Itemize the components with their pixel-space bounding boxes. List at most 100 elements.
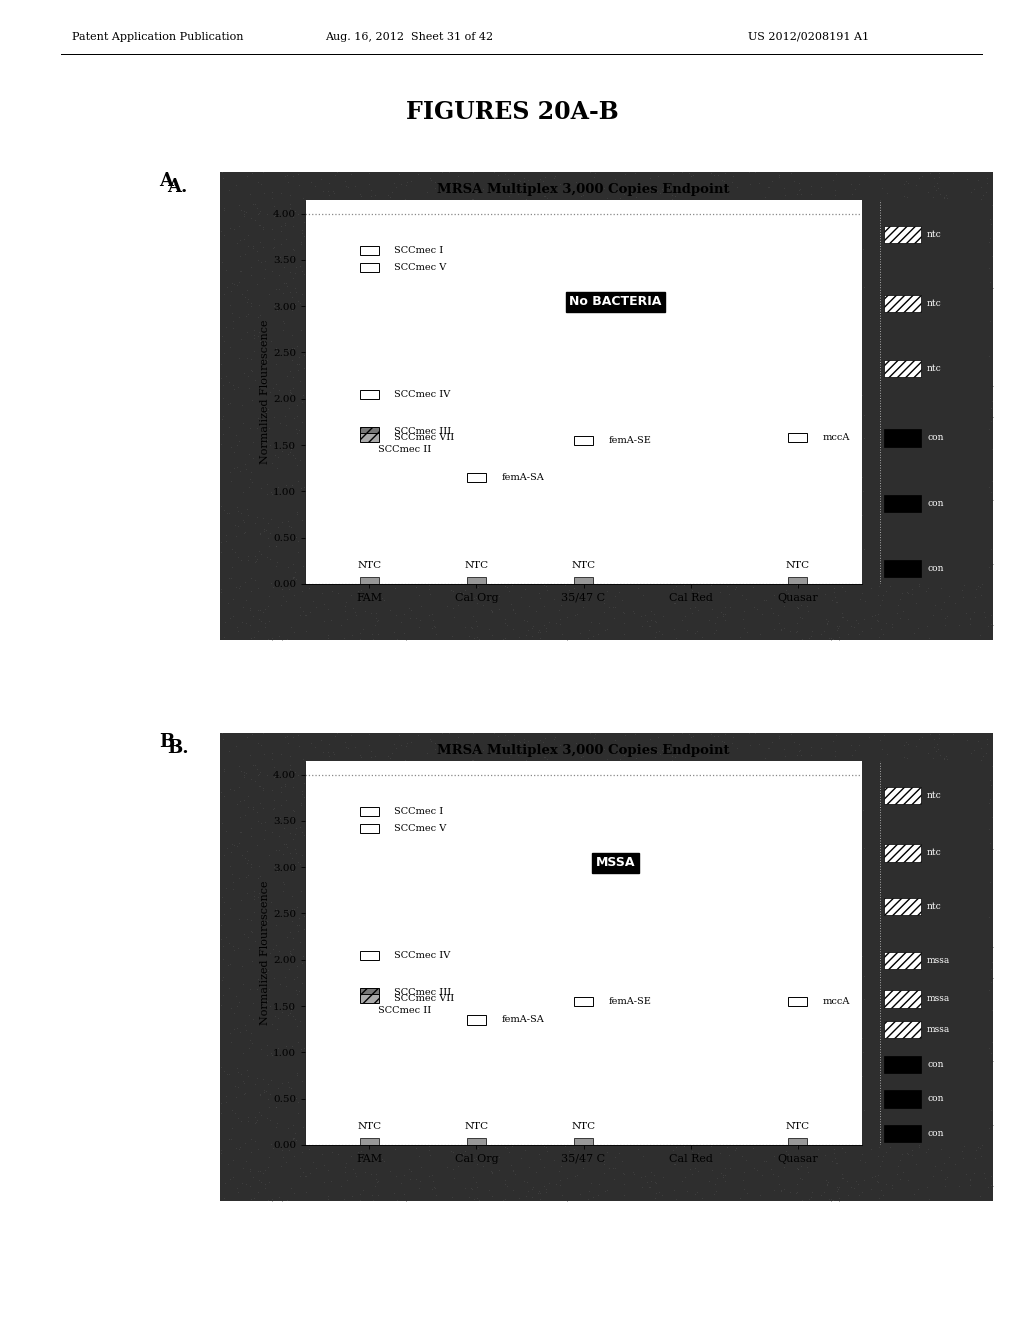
Point <box>596 400 612 421</box>
Point <box>433 861 450 882</box>
Point <box>565 1064 582 1085</box>
Point <box>331 1045 347 1067</box>
Point <box>263 331 280 352</box>
Point <box>909 207 926 228</box>
Point <box>738 1092 755 1113</box>
Point <box>882 228 898 249</box>
Point <box>880 906 896 927</box>
Point <box>251 883 267 904</box>
Point <box>803 824 819 845</box>
Point <box>843 1048 859 1069</box>
Point <box>540 935 556 956</box>
Point <box>923 391 939 412</box>
Point <box>347 380 364 401</box>
Point <box>374 554 390 576</box>
Point <box>355 1104 372 1125</box>
Point <box>830 356 847 378</box>
Point <box>455 552 471 573</box>
Point <box>895 1115 911 1137</box>
Point <box>745 451 762 473</box>
Point <box>964 1118 980 1139</box>
Point <box>939 187 955 209</box>
Point <box>823 411 840 432</box>
Point <box>578 348 594 370</box>
Point <box>753 399 769 420</box>
Point <box>807 199 823 220</box>
Point <box>374 862 390 883</box>
Point <box>828 1023 845 1044</box>
Point <box>501 746 517 767</box>
Point <box>660 986 677 1007</box>
Point <box>868 990 885 1011</box>
Point <box>982 228 998 249</box>
Point <box>324 966 340 987</box>
Point <box>963 1043 979 1064</box>
Point <box>588 923 604 944</box>
Point <box>596 1163 612 1184</box>
Point <box>884 1051 900 1072</box>
Point <box>925 187 941 209</box>
Point <box>505 1180 521 1201</box>
Point <box>616 1055 633 1076</box>
Point <box>626 602 642 623</box>
Point <box>226 441 243 462</box>
Point <box>441 230 458 251</box>
Point <box>400 381 417 403</box>
Point <box>518 776 535 797</box>
Point <box>752 1077 768 1098</box>
Point <box>851 231 867 252</box>
Point <box>252 891 268 912</box>
Point <box>560 380 577 401</box>
Point <box>454 1010 470 1031</box>
Point <box>247 194 263 215</box>
Point <box>773 1180 790 1201</box>
Point <box>592 562 608 583</box>
Point <box>863 474 880 495</box>
Point <box>816 572 833 593</box>
Point <box>443 480 460 502</box>
Point <box>685 422 701 444</box>
Point <box>558 1167 574 1188</box>
Point <box>489 1041 506 1063</box>
Point <box>461 982 477 1003</box>
Point <box>724 444 740 465</box>
Point <box>684 519 700 540</box>
Point <box>313 401 330 422</box>
Point <box>975 436 991 457</box>
Point <box>538 1181 554 1203</box>
Point <box>242 1160 258 1181</box>
Point <box>323 940 339 961</box>
Point <box>492 598 508 619</box>
Point <box>863 284 880 305</box>
Point <box>272 781 289 803</box>
Point <box>664 750 680 771</box>
Point <box>330 429 346 450</box>
Point <box>311 232 328 253</box>
Point <box>813 296 829 317</box>
Point <box>365 587 381 609</box>
Point <box>499 1175 515 1196</box>
Point <box>970 421 986 442</box>
Point <box>851 792 867 813</box>
Point <box>946 289 963 310</box>
Point <box>812 858 828 879</box>
Point <box>923 300 939 321</box>
Point <box>404 492 421 513</box>
Point <box>509 1022 525 1043</box>
Point <box>725 300 741 321</box>
Point <box>830 1005 847 1026</box>
Point <box>241 289 257 310</box>
Point <box>303 853 319 874</box>
Point <box>642 1162 658 1183</box>
Point <box>700 411 717 432</box>
Point <box>215 198 231 219</box>
Point <box>859 541 876 562</box>
Point <box>873 828 890 849</box>
Point <box>642 615 658 636</box>
Point <box>889 1056 905 1077</box>
Point <box>691 277 708 298</box>
Point <box>732 1188 749 1209</box>
Point <box>822 1189 839 1210</box>
Point <box>594 820 610 841</box>
Point <box>672 318 688 339</box>
